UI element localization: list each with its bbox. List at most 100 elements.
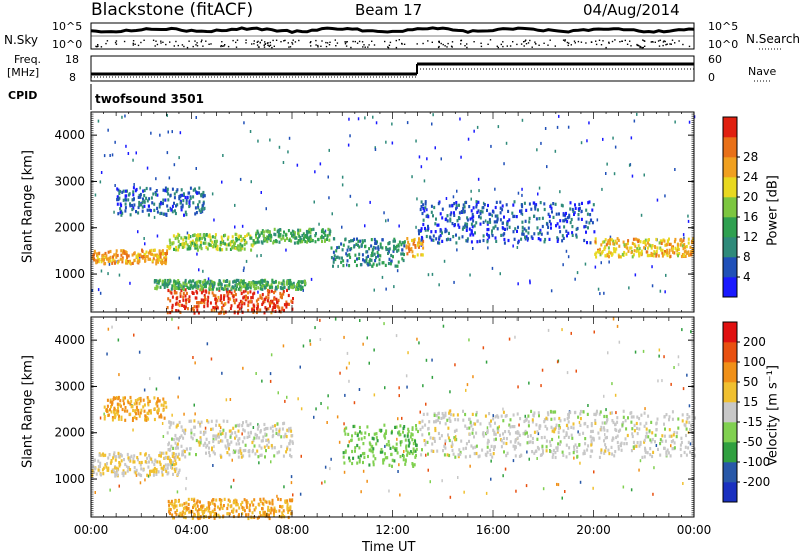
data-cell — [180, 284, 182, 287]
data-cell — [264, 455, 266, 458]
data-cell — [176, 504, 178, 507]
data-cell — [455, 207, 457, 210]
data-cell — [625, 419, 627, 422]
data-cell — [147, 403, 149, 406]
nsearch-point — [547, 45, 548, 46]
data-cell — [321, 236, 323, 239]
noise-cell — [363, 470, 365, 473]
data-cell — [181, 304, 183, 307]
data-cell — [412, 433, 414, 436]
data-cell — [220, 456, 222, 459]
data-cell — [623, 416, 625, 419]
data-cell — [127, 456, 129, 459]
noise-cell — [369, 201, 371, 204]
data-cell — [512, 204, 514, 207]
noise-cell — [579, 421, 581, 424]
nsearch-point — [201, 40, 202, 41]
data-cell — [552, 202, 554, 205]
nsearch-point — [399, 39, 400, 40]
data-cell — [613, 247, 615, 250]
data-cell — [403, 455, 405, 458]
power-colorbar-swatch — [723, 157, 737, 177]
data-cell — [359, 460, 361, 463]
data-cell — [587, 413, 589, 416]
nsearch-point — [116, 44, 117, 45]
data-cell — [160, 261, 162, 264]
data-cell — [677, 254, 679, 257]
data-cell — [246, 504, 248, 507]
data-cell — [615, 240, 617, 243]
data-cell — [177, 424, 179, 427]
data-cell — [536, 438, 538, 441]
nsearch-point — [105, 43, 106, 44]
noise-cell — [388, 490, 390, 493]
data-cell — [626, 247, 628, 250]
data-cell — [386, 456, 388, 459]
data-cell — [575, 207, 577, 210]
data-cell — [353, 245, 355, 248]
noise-cell — [498, 125, 500, 128]
data-cell — [567, 413, 569, 416]
nsearch-point — [276, 40, 277, 41]
data-cell — [212, 435, 214, 438]
data-cell — [170, 208, 172, 211]
data-cell — [414, 244, 416, 247]
data-cell — [530, 208, 532, 211]
noise-cell — [689, 404, 691, 407]
nsearch-point — [174, 45, 175, 46]
nsearch-point — [638, 45, 639, 46]
data-cell — [677, 427, 679, 430]
data-cell — [149, 187, 151, 190]
data-cell — [239, 307, 241, 310]
data-cell — [657, 418, 659, 421]
noise-cell — [183, 413, 185, 416]
data-cell — [600, 448, 602, 451]
nsearch-point — [267, 42, 268, 43]
data-cell — [557, 240, 559, 243]
data-cell — [521, 209, 523, 212]
data-cell — [539, 427, 541, 430]
data-cell — [515, 454, 517, 457]
data-cell — [538, 217, 540, 220]
data-cell — [232, 280, 234, 283]
data-cell — [515, 439, 517, 442]
data-cell — [640, 414, 642, 417]
noise-cell — [397, 470, 399, 473]
noise-cell — [556, 483, 558, 486]
data-cell — [146, 187, 148, 190]
data-cell — [315, 240, 317, 243]
nsearch-point — [329, 42, 330, 43]
data-cell — [269, 286, 271, 289]
data-cell — [173, 234, 175, 237]
nsearch-point — [359, 41, 360, 42]
data-cell — [568, 420, 570, 423]
noise-cell — [477, 126, 479, 129]
nsearch-point — [165, 44, 166, 45]
data-cell — [485, 453, 487, 456]
noise-cell — [367, 336, 369, 339]
data-cell — [408, 444, 410, 447]
data-cell — [471, 209, 473, 212]
data-cell — [517, 412, 519, 415]
data-cell — [138, 472, 140, 475]
data-cell — [171, 513, 173, 516]
noise-cell — [339, 372, 341, 375]
nsearch-point — [143, 40, 144, 41]
data-cell — [475, 205, 477, 208]
data-cell — [156, 286, 158, 289]
data-cell — [356, 264, 358, 267]
noise-cell — [111, 326, 113, 329]
data-cell — [193, 426, 195, 429]
data-cell — [283, 231, 285, 234]
data-cell — [119, 399, 121, 402]
noise-cell — [492, 267, 494, 270]
data-cell — [609, 242, 611, 245]
nsearch-point — [672, 40, 673, 41]
data-cell — [405, 444, 407, 447]
data-cell — [261, 447, 263, 450]
noise-cell — [505, 468, 507, 471]
data-cell — [137, 260, 139, 263]
data-cell — [550, 227, 552, 230]
data-cell — [623, 442, 625, 445]
data-cell — [196, 439, 198, 442]
